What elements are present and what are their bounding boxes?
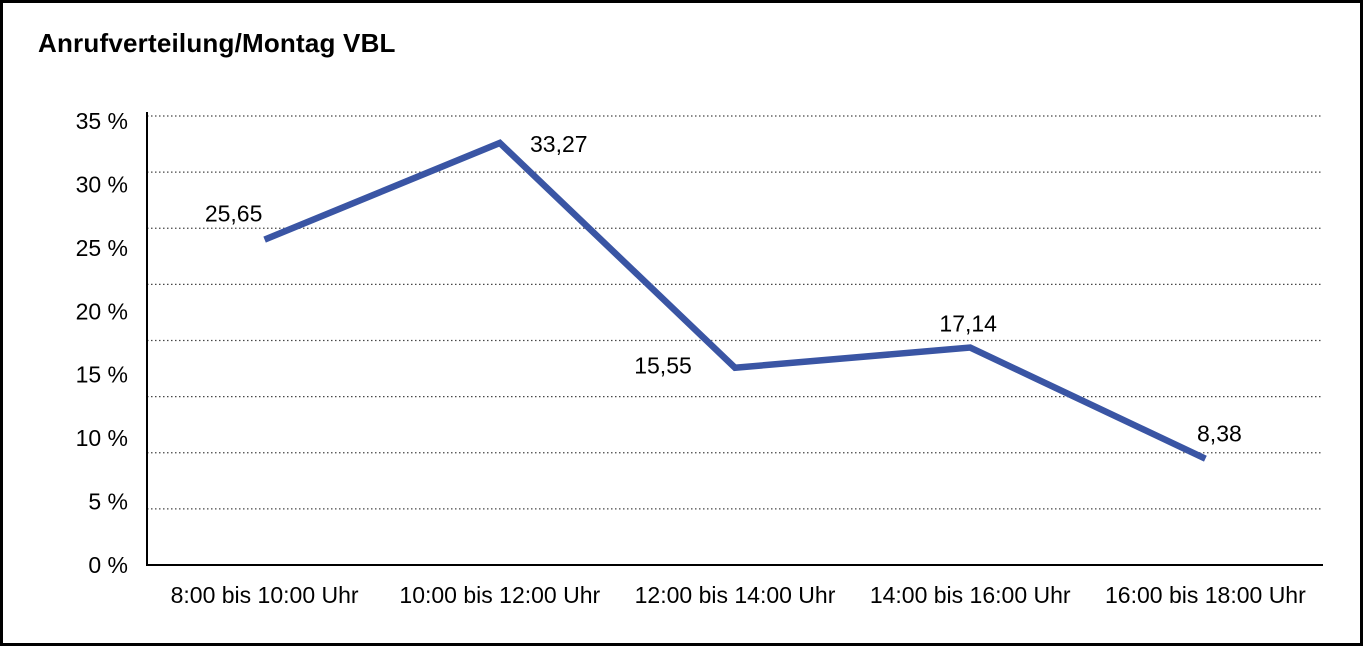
x-category-label: 8:00 bis 10:00 Uhr	[171, 582, 359, 608]
y-tick-label: 15 %	[76, 362, 128, 388]
y-tick-label: 20 %	[76, 298, 128, 324]
y-tick-label: 10 %	[76, 425, 128, 451]
y-tick-label: 30 %	[76, 171, 128, 197]
value-label: 15,55	[634, 353, 692, 379]
y-tick-label: 35 %	[76, 108, 128, 134]
chart-title: Anrufverteilung/Montag VBL	[38, 28, 396, 58]
y-tick-label: 0 %	[88, 552, 128, 578]
x-category-label: 16:00 bis 18:00 Uhr	[1105, 582, 1306, 608]
x-category-label: 12:00 bis 14:00 Uhr	[635, 582, 836, 608]
value-label: 25,65	[205, 201, 263, 227]
value-label: 33,27	[530, 131, 588, 157]
value-label: 17,14	[939, 311, 997, 337]
y-tick-label: 25 %	[76, 235, 128, 261]
data-series-line	[263, 139, 1207, 462]
y-tick-label: 5 %	[88, 489, 128, 515]
value-label: 8,38	[1197, 421, 1242, 447]
x-category-label: 10:00 bis 12:00 Uhr	[399, 582, 600, 608]
x-category-label: 14:00 bis 16:00 Uhr	[870, 582, 1071, 608]
